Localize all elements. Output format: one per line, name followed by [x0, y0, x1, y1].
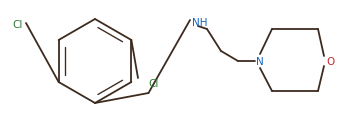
Text: O: O: [326, 57, 334, 66]
Text: N: N: [256, 57, 264, 66]
Text: NH: NH: [192, 18, 208, 28]
Text: Cl: Cl: [148, 78, 158, 88]
Text: Cl: Cl: [12, 20, 22, 30]
